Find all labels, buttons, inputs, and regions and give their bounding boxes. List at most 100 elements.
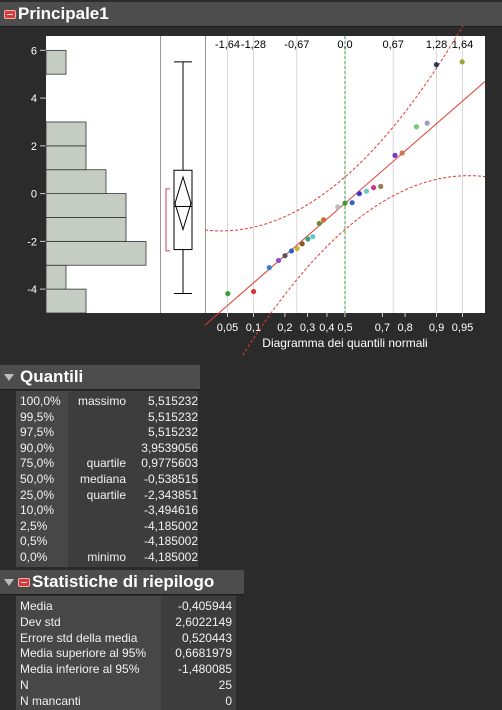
summary-label: N — [20, 678, 29, 692]
quantile-label: massimo — [77, 394, 126, 408]
summary-row: Dev std 2,6022149 — [16, 614, 232, 630]
quantile-value: -4,185002 — [143, 518, 198, 533]
y-tick-label: 0 — [31, 189, 37, 201]
quantile-row: 99,5% 5,515232 — [16, 409, 198, 425]
histogram-bar — [45, 193, 127, 218]
summary-value: -0,405944 — [177, 599, 232, 613]
quantile-percent: 50,0% — [20, 472, 55, 486]
quantile-value: -4,185002 — [143, 534, 198, 549]
quantile-row: 50,0% mediana -0,538515 — [16, 471, 198, 487]
quantile-point — [250, 288, 257, 295]
summary-row: N mancanti 0 — [16, 693, 232, 709]
summary-value: -1,480085 — [177, 662, 232, 677]
red-triangle-menu-icon[interactable] — [18, 577, 30, 587]
quantile-row: 0,0% minimo -4,185002 — [16, 549, 198, 565]
quantili-header[interactable]: Quantili — [0, 365, 200, 390]
statistiche-header[interactable]: Statistiche di riepilogo — [0, 570, 244, 595]
statistiche-table: Media -0,405944 Dev std 2,6022149 Errore std… — [16, 596, 236, 710]
quantile-point — [305, 236, 311, 242]
summary-row: Media superiore al 95% 0,6681979 — [16, 645, 232, 661]
top-z-tick-label: 0,0 — [337, 39, 352, 51]
quantile-row: 0,5% -4,185002 — [16, 533, 198, 549]
quantile-point — [299, 241, 305, 247]
quantile-value: -2,343851 — [143, 487, 198, 502]
summary-label: Media — [20, 599, 53, 613]
quantile-point — [424, 120, 430, 126]
probability-tick-label: 0,95 — [452, 322, 473, 334]
quantile-value: 3,9539056 — [141, 440, 198, 455]
probability-tick-label: 0,2 — [277, 322, 292, 334]
quantile-percent: 25,0% — [20, 487, 55, 502]
top-z-tick-label: -1,64 — [215, 39, 240, 51]
quantile-point — [282, 253, 288, 259]
quantili-title: Quantili — [20, 367, 84, 386]
quantile-point — [356, 191, 362, 197]
quantile-row: 10,0% -3,494616 — [16, 502, 198, 518]
quantile-row: 90,0% 3,9539056 — [16, 440, 198, 456]
quantile-point — [378, 183, 384, 190]
histogram-bar — [45, 121, 87, 147]
summary-label: Errore std della media — [20, 630, 138, 645]
quantile-percent: 99,5% — [20, 409, 55, 424]
quantile-point — [413, 124, 420, 130]
quantile-point — [294, 245, 300, 252]
collapse-triangle-icon[interactable] — [4, 373, 14, 381]
collapse-triangle-icon[interactable] — [4, 578, 14, 586]
probability-tick-label: 0,8 — [397, 322, 412, 334]
x-axis-label: Diagramma dei quantili normali — [262, 336, 427, 350]
quantile-value: 5,515232 — [147, 394, 198, 408]
quantile-label: quartile — [86, 487, 126, 502]
histogram-bar — [45, 49, 67, 75]
quantile-point — [266, 265, 272, 271]
quantile-label: quartile — [86, 456, 126, 471]
histogram-bar — [45, 240, 147, 266]
quantile-row: 75,0% quartile 0,9775603 — [16, 455, 198, 471]
probability-tick-label: 0,4 — [319, 322, 334, 334]
summary-row: Errore std della media 0,520443 — [16, 630, 232, 646]
probability-tick-label: 0,3 — [300, 322, 315, 334]
summary-value: 0,520443 — [181, 630, 232, 645]
report-title: Principale1 — [18, 4, 109, 23]
quantile-percent: 10,0% — [20, 503, 55, 518]
quantile-value: -0,538515 — [143, 472, 198, 486]
summary-value: 2,6022149 — [175, 614, 232, 629]
quantile-value: 5,515232 — [147, 409, 198, 424]
probability-tick-label: 0,5 — [337, 322, 352, 334]
red-triangle-menu-icon[interactable] — [4, 9, 16, 19]
y-tick-label: -2 — [27, 236, 37, 248]
quantile-point — [316, 220, 322, 227]
box-shortest-half-bracket — [165, 188, 170, 252]
quantile-percent: 0,0% — [20, 550, 48, 564]
quantile-point — [288, 248, 295, 254]
quantile-point — [399, 150, 405, 156]
probability-tick-label: 0,7 — [375, 322, 390, 334]
summary-value: 0,6681979 — [175, 646, 232, 661]
quantile-value: -4,185002 — [143, 550, 198, 564]
quantile-percent: 100,0% — [20, 394, 61, 408]
quantile-point — [433, 62, 440, 68]
box-iqr — [173, 169, 193, 251]
histogram-bar — [45, 217, 127, 242]
quantile-point — [459, 59, 465, 65]
summary-row: Media inferiore al 95% -1,480085 — [16, 661, 232, 677]
summary-label: N mancanti — [20, 693, 81, 708]
quantile-percent: 0,5% — [20, 534, 48, 549]
quantile-point — [225, 290, 231, 297]
quantile-point — [370, 185, 377, 191]
quantile-point — [342, 200, 348, 206]
top-z-tick-label: 0,67 — [382, 39, 403, 51]
top-z-tick-label: -0,67 — [284, 39, 309, 51]
quantile-row: 25,0% quartile -2,343851 — [16, 487, 198, 503]
quantile-point — [335, 204, 341, 210]
quantile-row: 2,5% -4,185002 — [16, 518, 198, 534]
quantile-point — [320, 217, 327, 223]
quantili-table: 100,0% massimo 5,515232 99,5% 5,515232 97,5% 5… — [16, 391, 198, 567]
top-z-tick-label: 1,64 — [452, 39, 473, 51]
summary-row: N 25 — [16, 677, 232, 693]
quantile-point — [310, 233, 316, 240]
top-z-tick-label: 1,28 — [426, 39, 447, 51]
quantile-percent: 75,0% — [20, 456, 55, 471]
probability-tick-label: 0,1 — [246, 322, 261, 334]
histogram-bar — [45, 288, 87, 314]
quantile-point — [275, 257, 282, 264]
